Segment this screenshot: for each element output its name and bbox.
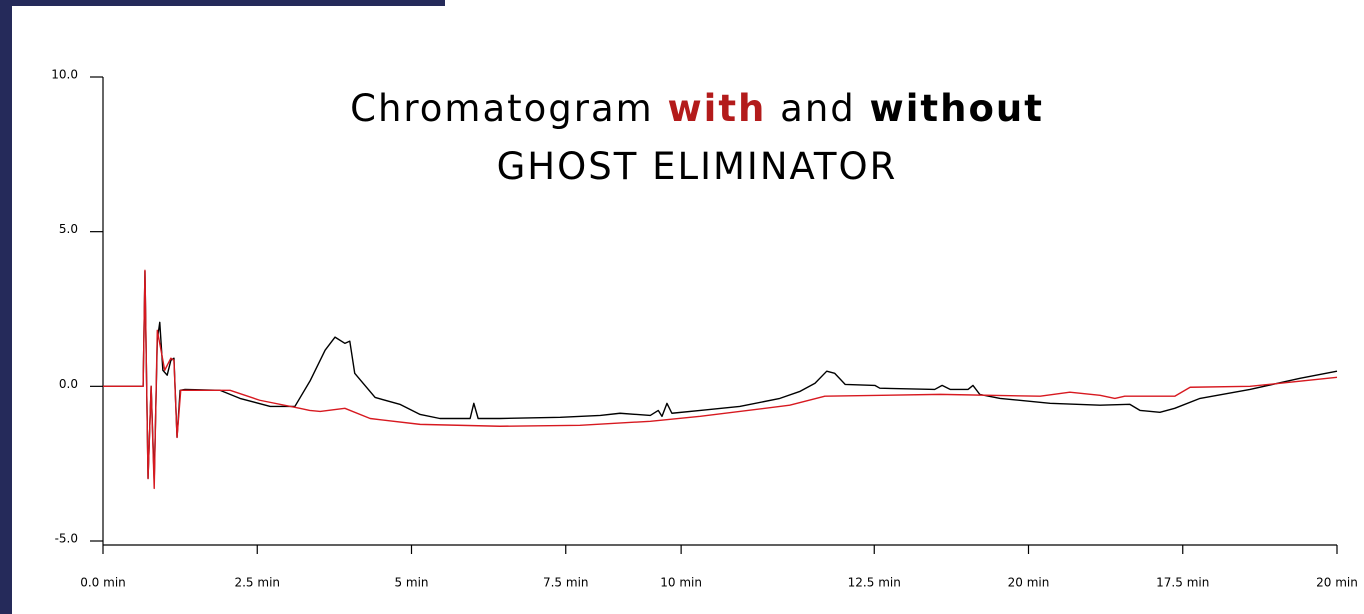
x-tick-label: 0.0 min (80, 576, 126, 590)
x-tick-label: 20 min (1316, 576, 1358, 590)
title-part: and (780, 87, 856, 130)
y-tick-label: 5.0 (59, 222, 78, 236)
chart-title: Chromatogram with and without (350, 87, 1044, 130)
y-tick-label: -5.0 (55, 532, 78, 546)
series-line (103, 269, 1338, 490)
side-bar (0, 0, 12, 614)
chart-subtitle: GHOST ELIMINATOR (497, 145, 898, 188)
y-tick-label: 0.0 (59, 377, 78, 391)
title-part: Chromatogram (350, 87, 654, 130)
series-line (103, 270, 1338, 482)
x-tick-label: 5 min (394, 576, 428, 590)
x-tick-label: 10 min (660, 576, 702, 590)
x-tick-label: 12.5 min (848, 576, 901, 590)
top-bar (0, 0, 445, 6)
x-tick-label: 17.5 min (1156, 576, 1209, 590)
title-part: with (667, 87, 766, 130)
y-tick-label: 10.0 (51, 68, 78, 82)
x-tick-label: 7.5 min (543, 576, 589, 590)
x-tick-label: 2.5 min (234, 576, 280, 590)
title-part: without (870, 87, 1044, 130)
x-tick-label: 20 min (1008, 576, 1050, 590)
